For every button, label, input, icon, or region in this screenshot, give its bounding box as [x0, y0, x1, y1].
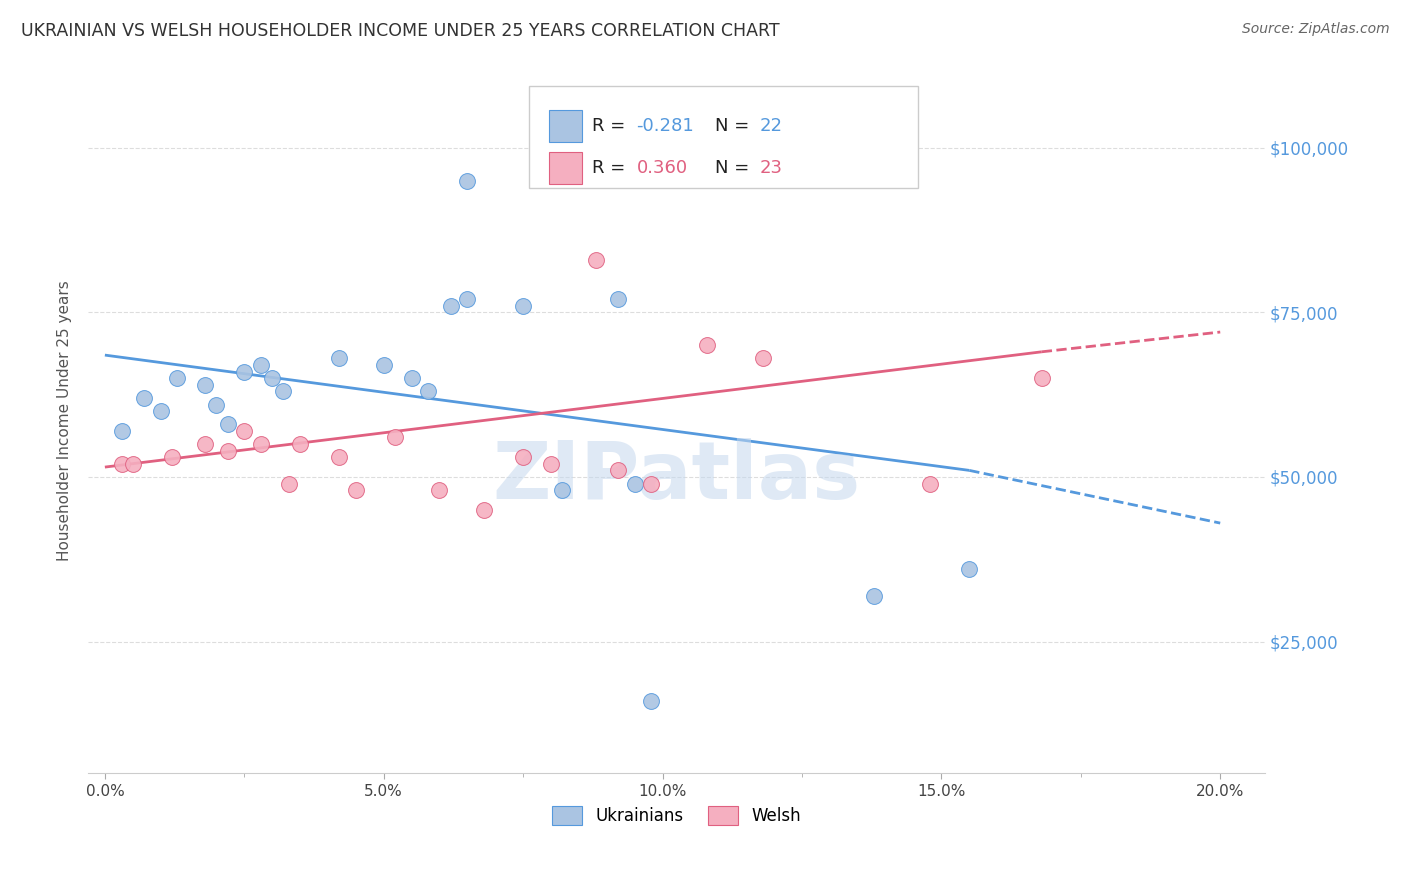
- Point: [194, 377, 217, 392]
- Point: [920, 476, 942, 491]
- Point: [623, 476, 645, 491]
- Text: UKRAINIAN VS WELSH HOUSEHOLDER INCOME UNDER 25 YEARS CORRELATION CHART: UKRAINIAN VS WELSH HOUSEHOLDER INCOME UN…: [21, 22, 780, 40]
- Point: [110, 457, 132, 471]
- Point: [121, 457, 143, 471]
- Point: [512, 450, 534, 465]
- Point: [863, 589, 886, 603]
- Point: [262, 371, 284, 385]
- Point: [233, 365, 256, 379]
- Point: [132, 391, 155, 405]
- Point: [328, 351, 350, 366]
- Text: 0.360: 0.360: [637, 159, 688, 177]
- Point: [640, 476, 662, 491]
- Point: [440, 299, 463, 313]
- Point: [373, 358, 395, 372]
- Point: [752, 351, 775, 366]
- Point: [512, 299, 534, 313]
- Text: 22: 22: [761, 117, 783, 135]
- Point: [456, 173, 478, 187]
- Text: -0.281: -0.281: [637, 117, 695, 135]
- Y-axis label: Householder Income Under 25 years: Householder Income Under 25 years: [58, 281, 72, 561]
- Point: [607, 292, 630, 306]
- Text: N =: N =: [716, 159, 755, 177]
- Point: [149, 404, 172, 418]
- Point: [585, 252, 607, 267]
- Legend: Ukrainians, Welsh: Ukrainians, Welsh: [551, 805, 801, 825]
- Point: [166, 371, 188, 385]
- Point: [217, 417, 239, 432]
- Point: [328, 450, 350, 465]
- Point: [205, 397, 228, 411]
- Point: [233, 424, 256, 438]
- Point: [957, 562, 980, 576]
- Text: R =: R =: [592, 159, 631, 177]
- Point: [217, 443, 239, 458]
- Point: [418, 384, 440, 399]
- Point: [429, 483, 451, 497]
- Point: [194, 437, 217, 451]
- Point: [696, 338, 718, 352]
- Point: [640, 694, 662, 708]
- Point: [384, 430, 406, 444]
- Point: [344, 483, 367, 497]
- Point: [288, 437, 311, 451]
- Point: [160, 450, 183, 465]
- Point: [401, 371, 423, 385]
- Point: [273, 384, 295, 399]
- Point: [110, 424, 132, 438]
- FancyBboxPatch shape: [550, 152, 582, 184]
- FancyBboxPatch shape: [550, 110, 582, 142]
- Point: [551, 483, 574, 497]
- Text: 23: 23: [761, 159, 783, 177]
- Point: [472, 503, 495, 517]
- Text: ZIPatlas: ZIPatlas: [492, 438, 860, 516]
- Text: N =: N =: [716, 117, 755, 135]
- Point: [250, 358, 273, 372]
- Point: [277, 476, 299, 491]
- Text: Source: ZipAtlas.com: Source: ZipAtlas.com: [1241, 22, 1389, 37]
- FancyBboxPatch shape: [530, 87, 918, 188]
- Point: [250, 437, 273, 451]
- Point: [540, 457, 562, 471]
- Point: [607, 463, 630, 477]
- Text: R =: R =: [592, 117, 631, 135]
- Point: [456, 292, 478, 306]
- Point: [1031, 371, 1053, 385]
